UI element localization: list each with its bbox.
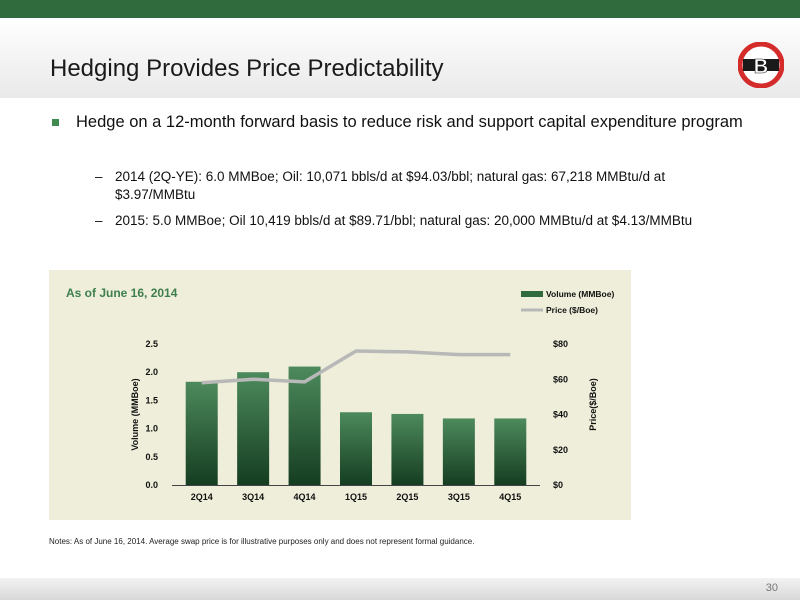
y2-tick-label: $60	[553, 374, 568, 384]
main-bullet-text: Hedge on a 12-month forward basis to red…	[76, 113, 743, 131]
hedge-chart: As of June 16, 2014 Volume (MMBoe) Price …	[66, 286, 614, 502]
logo-letter: B	[754, 56, 768, 78]
y2-tick-label: $80	[553, 339, 568, 349]
footnote: Notes: As of June 16, 2014. Average swap…	[49, 537, 475, 546]
dash-icon: –	[95, 213, 103, 228]
hedge-chart-panel: As of June 16, 2014 Volume (MMBoe) Price …	[49, 270, 631, 520]
y-tick-label: 1.0	[145, 424, 158, 434]
sub-bullet-2015: – 2015: 5.0 MMBoe; Oil 10,419 bbls/d at …	[95, 212, 735, 230]
x-tick-label: 4Q15	[499, 492, 521, 502]
y2-tick-label: $20	[553, 445, 568, 455]
y-tick-label: 2.0	[145, 367, 158, 377]
sub-bullet-text: 2014 (2Q-YE): 6.0 MMBoe; Oil: 10,071 bbl…	[115, 169, 666, 202]
legend-swatch-volume	[521, 291, 543, 297]
legend-label-price: Price ($/Boe)	[546, 305, 598, 315]
price-series-line	[201, 349, 511, 385]
chart-legend: Volume (MMBoe) Price ($/Boe)	[521, 289, 614, 315]
x-tick-label: 3Q14	[242, 492, 264, 502]
x-tick-label: 4Q14	[294, 492, 316, 502]
bar-4q14	[288, 366, 321, 485]
y2-tick-label: $0	[553, 480, 563, 490]
company-logo: B	[738, 42, 784, 88]
main-bullet: Hedge on a 12-month forward basis to red…	[52, 112, 752, 133]
bar-3q14	[237, 372, 270, 485]
legend-label-volume: Volume (MMBoe)	[546, 289, 614, 299]
sub-bullet-2014: – 2014 (2Q-YE): 6.0 MMBoe; Oil: 10,071 b…	[95, 168, 735, 204]
bar-4q15	[494, 418, 527, 485]
y-tick-label: 0.0	[145, 480, 158, 490]
bar-3q15	[442, 418, 475, 485]
y-axis-title: Volume (MMBoe)	[130, 378, 140, 450]
bar-2q15	[391, 413, 424, 485]
y2-axis-title: Price($/Boe)	[588, 378, 598, 431]
dash-icon: –	[95, 169, 103, 184]
chart-title: As of June 16, 2014	[66, 286, 178, 300]
y-tick-label: 1.5	[145, 395, 158, 405]
footer-band	[0, 578, 800, 600]
slide-title: Hedging Provides Price Predictability	[50, 55, 444, 82]
header-band	[0, 18, 800, 98]
x-tick-label: 2Q14	[191, 492, 213, 502]
bar-1q15	[340, 412, 372, 485]
y-tick-label: 0.5	[145, 452, 158, 462]
bar-2q14	[185, 381, 218, 485]
sub-bullet-text: 2015: 5.0 MMBoe; Oil 10,419 bbls/d at $8…	[115, 213, 693, 228]
bullet-square-icon	[52, 119, 59, 126]
x-tick-label: 1Q15	[345, 492, 367, 502]
x-tick-label: 2Q15	[396, 492, 418, 502]
logo-bar	[743, 59, 779, 71]
y-tick-label: 2.5	[145, 339, 158, 349]
top-accent-bar	[0, 0, 800, 18]
page-number: 30	[765, 582, 778, 594]
y2-tick-label: $40	[553, 410, 568, 420]
x-tick-label: 3Q15	[448, 492, 470, 502]
